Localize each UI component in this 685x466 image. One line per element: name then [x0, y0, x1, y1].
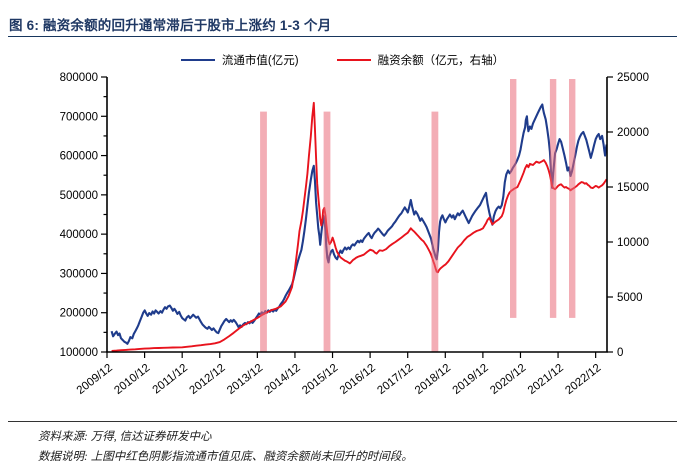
- right-axis-label: 20000: [617, 127, 649, 139]
- x-axis-label: 2015/12: [300, 362, 340, 397]
- x-axis-label: 2009/12: [75, 362, 115, 397]
- legend-label-margin-balance: 融资余额（亿元，右轴）: [377, 55, 505, 67]
- legend-item-margin-balance: 融资余额（亿元，右轴）: [336, 52, 505, 68]
- x-axis-label: 2017/12: [375, 362, 415, 397]
- right-axis-label: 15000: [617, 182, 649, 194]
- x-axis-label: 2020/12: [488, 362, 528, 397]
- left-axis-label: 200000: [60, 308, 98, 320]
- left-axis-label: 500000: [60, 190, 98, 202]
- shaded-band-0: [260, 111, 267, 352]
- left-axis-label: 700000: [60, 111, 98, 123]
- x-axis-label: 2014/12: [263, 362, 303, 397]
- left-axis-label: 100000: [60, 347, 98, 359]
- source-line: 资料来源: 万得, 信达证券研发中心: [38, 431, 212, 443]
- blue-line-swatch-icon: [180, 59, 215, 61]
- right-axis-label: 25000: [617, 72, 649, 84]
- shaded-band-3: [510, 79, 517, 318]
- figure-title: 图 6: 融资余额的回升通常滞后于股市上涨约 1-3 个月: [9, 18, 332, 33]
- x-axis-label: 2011/12: [151, 362, 190, 397]
- left-axis-label: 600000: [60, 151, 98, 163]
- left-axis-label: 300000: [60, 268, 98, 280]
- data-note-line: 数据说明: 上图中红色阴影指流通市值见底、融资余额尚未回升的时间段。: [38, 451, 413, 463]
- shaded-band-4: [549, 79, 557, 318]
- footer-divider: [8, 421, 677, 422]
- title-divider: [8, 36, 677, 37]
- x-axis-label: 2021/12: [526, 362, 566, 397]
- red-line-swatch-icon: [336, 59, 371, 61]
- x-axis-label: 2022/12: [563, 362, 603, 397]
- left-axis-label: 400000: [60, 229, 98, 241]
- chart-legend: 流通市值(亿元) 融资余额（亿元，右轴）: [0, 52, 685, 68]
- series-line-1: [111, 101, 608, 352]
- left-axis-label: 800000: [60, 72, 98, 84]
- shaded-band-5: [569, 79, 576, 318]
- legend-label-market-cap: 流通市值(亿元): [221, 55, 299, 67]
- shaded-band-1: [323, 111, 331, 352]
- right-axis-label: 5000: [617, 292, 643, 304]
- x-axis-label: 2016/12: [338, 362, 378, 397]
- shaded-band-2: [431, 111, 439, 352]
- x-axis-label: 2019/12: [451, 362, 491, 397]
- x-axis-label: 2012/12: [187, 362, 227, 397]
- x-axis-label: 2010/12: [112, 362, 152, 397]
- x-axis-label: 2018/12: [413, 362, 453, 397]
- right-axis-label: 0: [617, 347, 623, 359]
- series-line-0: [110, 103, 608, 345]
- right-axis-label: 10000: [617, 237, 649, 249]
- x-axis-label: 2013/12: [225, 362, 265, 397]
- legend-item-market-cap: 流通市值(亿元): [180, 52, 299, 68]
